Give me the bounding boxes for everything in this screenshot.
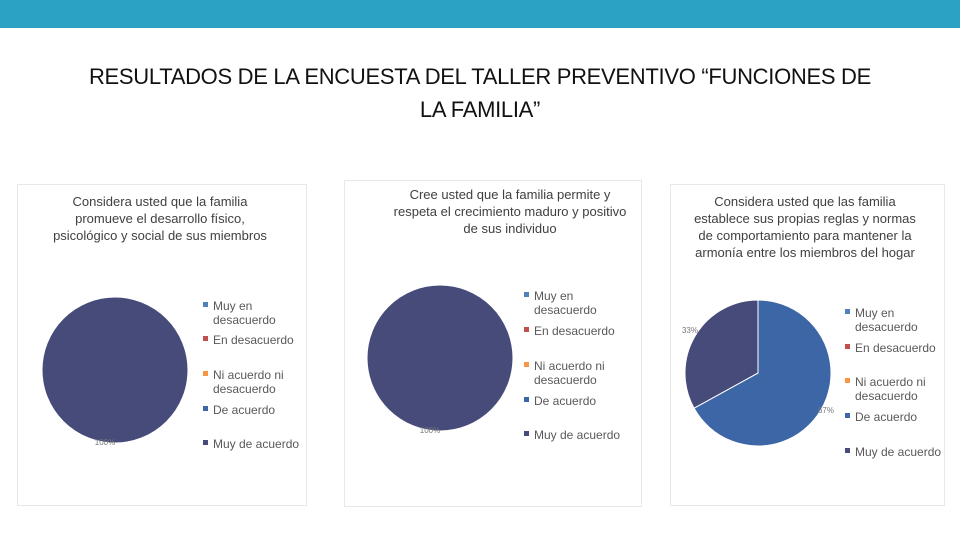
legend-item: De acuerdo: [845, 410, 945, 424]
pie-slice: [366, 284, 514, 432]
legend-item: Muy de acuerdo: [203, 437, 303, 451]
pie-slice: [41, 296, 189, 444]
legend-swatch: [524, 362, 529, 367]
data-label: 100%: [95, 438, 115, 447]
pie-slice: [684, 299, 759, 409]
legend-label: En desacuerdo: [534, 324, 615, 338]
legend-swatch: [845, 413, 850, 418]
legend-swatch: [203, 336, 208, 341]
legend-label: Ni acuerdo ni desacuerdo: [534, 359, 605, 387]
top-bar: [0, 0, 960, 28]
legend-item: Muy en desacuerdo: [524, 289, 624, 317]
chart-panel: [17, 184, 307, 506]
chart-title: Considera usted que la familia promueve …: [53, 194, 267, 243]
pie-slice: [693, 299, 832, 447]
legend-swatch: [203, 371, 208, 376]
legend-label: De acuerdo: [213, 403, 276, 417]
data-label: 100%: [420, 426, 440, 435]
legend-item: De acuerdo: [203, 403, 303, 417]
legend-item: Ni acuerdo ni desacuerdo: [845, 375, 945, 403]
legend-swatch: [845, 378, 850, 383]
legend-label: Muy de acuerdo: [213, 437, 300, 451]
chart-panel: [670, 184, 945, 506]
legend-swatch: [524, 327, 529, 332]
legend-label: Muy de acuerdo: [855, 445, 942, 459]
legend-item: De acuerdo: [524, 394, 624, 408]
legend-item: En desacuerdo: [203, 333, 303, 347]
legend-label: En desacuerdo: [213, 333, 294, 347]
legend-item: En desacuerdo: [845, 341, 945, 355]
legend-label: Muy en desacuerdo: [534, 289, 597, 317]
legend-item: Muy en desacuerdo: [845, 306, 945, 334]
legend-swatch: [524, 292, 529, 297]
legend-swatch: [845, 309, 850, 314]
legend-swatch: [524, 431, 529, 436]
legend-label: De acuerdo: [855, 410, 918, 424]
legend-label: Muy en desacuerdo: [855, 306, 918, 334]
legend-label: En desacuerdo: [855, 341, 936, 355]
legend-item: En desacuerdo: [524, 324, 624, 338]
legend-label: De acuerdo: [534, 394, 597, 408]
legend-item: Ni acuerdo ni desacuerdo: [524, 359, 624, 387]
legend-swatch: [845, 344, 850, 349]
legend-item: Ni acuerdo ni desacuerdo: [203, 368, 303, 396]
chart-title: Considera usted que las familia establec…: [694, 194, 916, 260]
legend-swatch: [203, 406, 208, 411]
legend-swatch: [524, 397, 529, 402]
legend-label: Ni acuerdo ni desacuerdo: [213, 368, 284, 396]
legend-swatch: [203, 440, 208, 445]
legend-item: Muy en desacuerdo: [203, 299, 303, 327]
legend-item: Muy de acuerdo: [524, 428, 624, 442]
legend-label: Muy de acuerdo: [534, 428, 621, 442]
data-label: 67%: [818, 406, 834, 415]
legend-swatch: [203, 302, 208, 307]
chart-panel: [344, 180, 642, 507]
legend-item: Muy de acuerdo: [845, 445, 945, 459]
legend-label: Muy en desacuerdo: [213, 299, 276, 327]
chart-title: Cree usted que la familia permite y resp…: [393, 187, 627, 236]
legend-label: Ni acuerdo ni desacuerdo: [855, 375, 926, 403]
data-label: 33%: [682, 326, 698, 335]
slide-title: RESULTADOS DE LA ENCUESTA DEL TALLER PRE…: [88, 64, 872, 122]
legend-swatch: [845, 448, 850, 453]
